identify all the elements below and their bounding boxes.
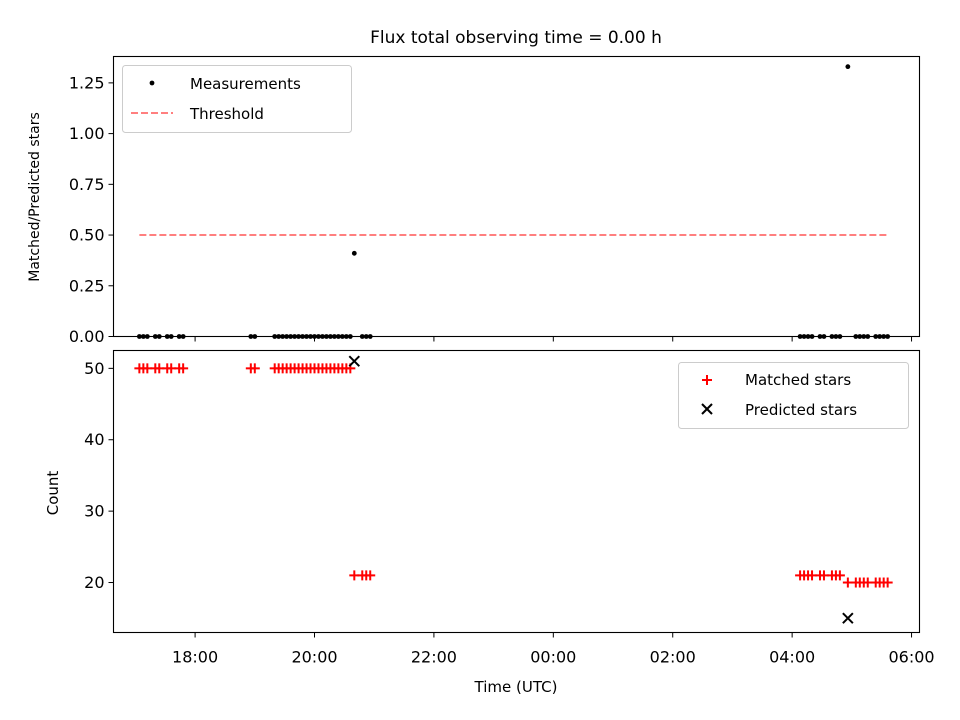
y-tick-label: 0.75 <box>69 175 105 194</box>
y-tick-label: 1.00 <box>69 124 105 143</box>
top-marks <box>136 64 891 339</box>
bottom-y-axis-label: Count <box>44 471 62 516</box>
chart-title: Flux total observing time = 0.00 h <box>370 28 662 48</box>
bottom-plot-frame <box>112 349 921 634</box>
bottom-legend-box <box>678 362 909 429</box>
y-tick-label: 30 <box>84 502 104 521</box>
bottom-marks <box>134 355 893 624</box>
bottom-legend: Matched stars Predicted stars <box>678 362 909 429</box>
measurement-point <box>845 64 851 70</box>
y-tick-label: 0.25 <box>69 276 105 295</box>
matched-star-marker <box>249 363 260 374</box>
y-tick-label: 0.00 <box>69 327 105 346</box>
top-x-ticks <box>194 336 913 342</box>
top-plot-frame <box>112 55 921 338</box>
matched-star-marker <box>178 363 189 374</box>
y-tick-label: 20 <box>84 573 104 592</box>
matched-star-marker <box>365 570 376 581</box>
measurement-point <box>351 250 357 256</box>
bottom-y-ticks: 20 30 40 50 <box>84 359 114 592</box>
legend-measurements-label: Measurements <box>190 75 301 93</box>
top-y-axis-label: Matched/Predicted stars <box>27 112 43 282</box>
x-tick-label: 00:00 <box>530 648 576 667</box>
x-tick-label: 20:00 <box>291 648 337 667</box>
bottom-x-ticks: 18:00 20:00 22:00 00:00 02:00 04:00 06:00 <box>172 632 935 667</box>
top-y-ticks: 0.00 0.25 0.50 0.75 1.00 1.25 <box>69 73 114 346</box>
predicted-star-marker <box>842 612 854 624</box>
legend-threshold-label: Threshold <box>189 105 264 123</box>
top-legend-box <box>122 65 352 133</box>
x-axis-label: Time (UTC) <box>474 678 558 696</box>
legend-matched-label: Matched stars <box>745 371 851 389</box>
y-tick-label: 50 <box>84 359 104 378</box>
y-tick-label: 0.50 <box>69 226 105 245</box>
legend-measurements-marker <box>149 80 155 86</box>
legend-predicted-marker <box>701 403 713 415</box>
x-tick-label: 06:00 <box>888 648 934 667</box>
matched-star-marker <box>882 577 893 588</box>
x-tick-label: 18:00 <box>172 648 218 667</box>
y-tick-label: 1.25 <box>69 73 105 92</box>
predicted-star-marker <box>348 355 361 367</box>
bottom-panel: Count Time (UTC) 20 30 40 50 18:00 20:00 22:0… <box>44 349 935 696</box>
x-tick-label: 04:00 <box>769 648 815 667</box>
legend-matched-marker <box>702 375 712 385</box>
x-tick-label: 22:00 <box>411 648 457 667</box>
y-tick-label: 40 <box>84 430 104 449</box>
x-tick-label: 02:00 <box>650 648 696 667</box>
legend-predicted-label: Predicted stars <box>745 401 857 419</box>
top-legend: Measurements Threshold <box>122 65 352 133</box>
top-panel: Flux total observing time = 0.00 h Match… <box>27 28 921 346</box>
matched-star-marker <box>834 570 845 581</box>
